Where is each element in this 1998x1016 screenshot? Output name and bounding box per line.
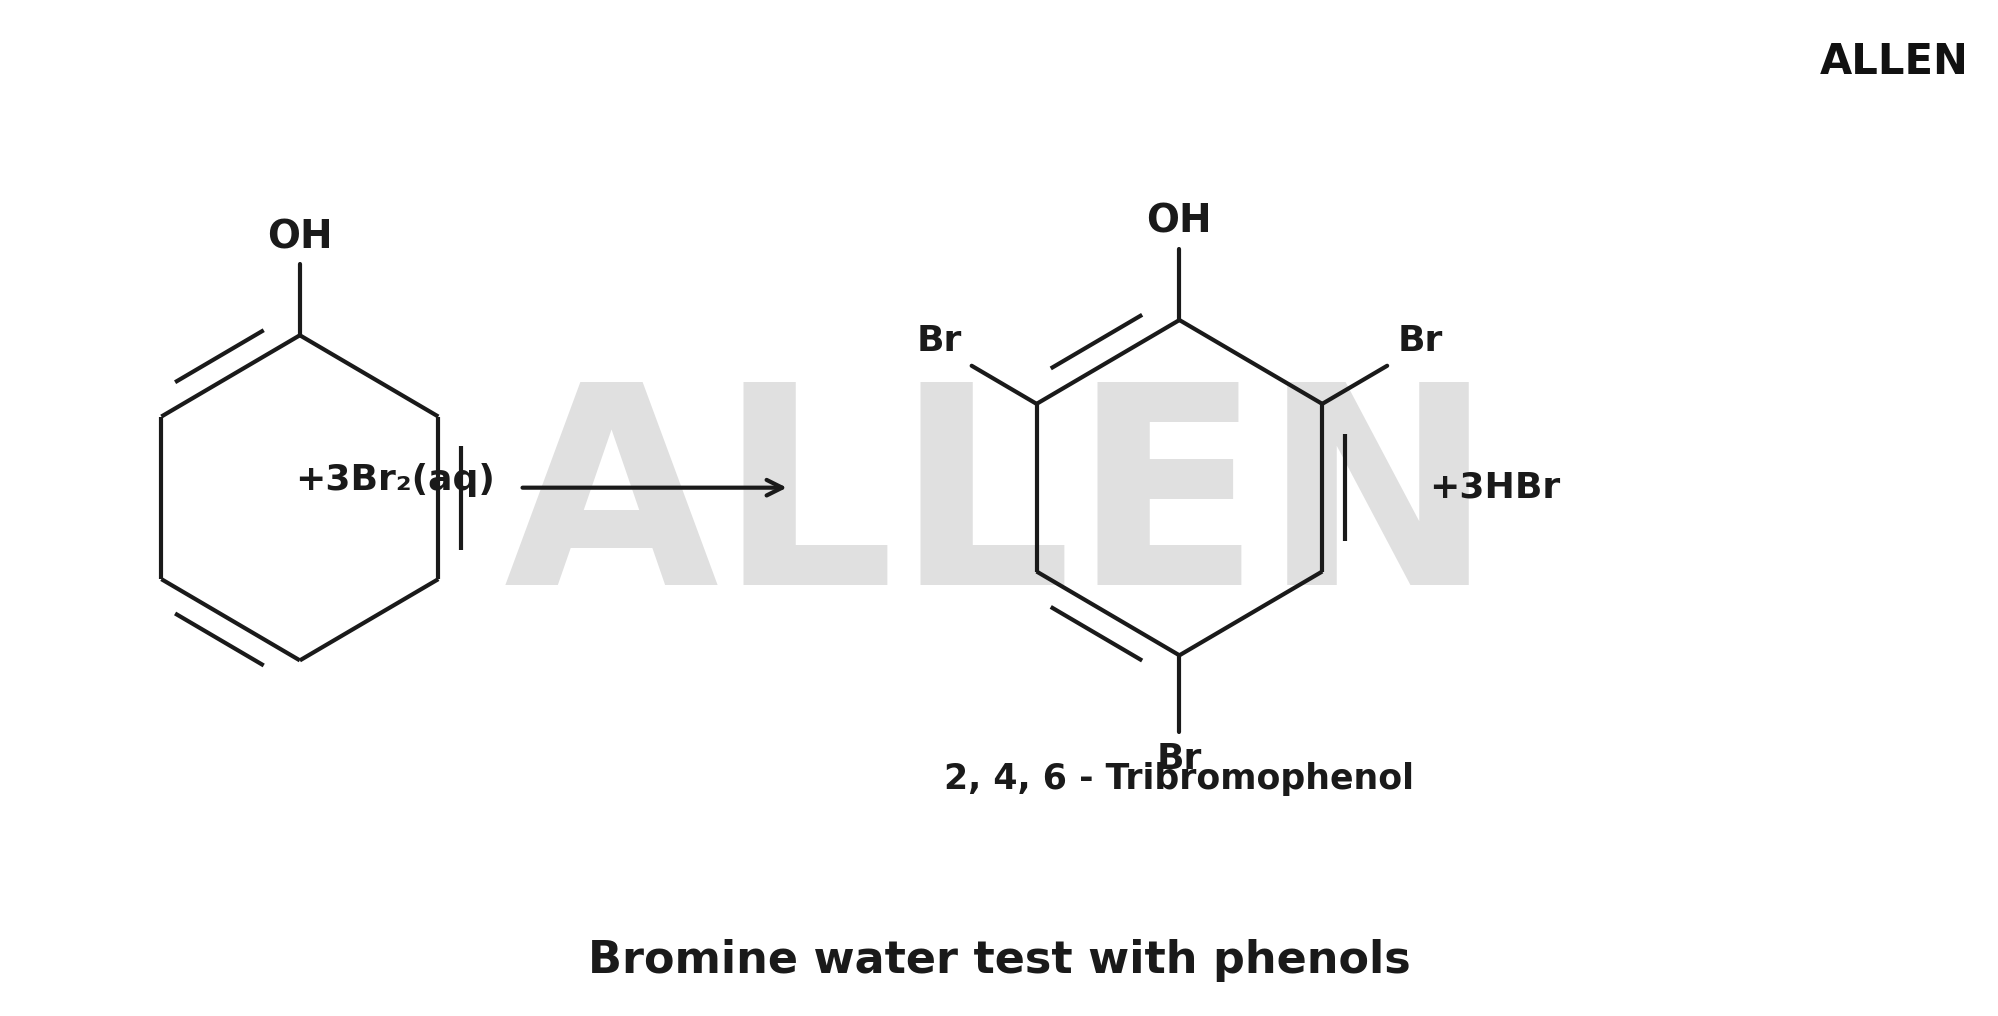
Text: Bromine water test with phenols: Bromine water test with phenols <box>587 939 1411 981</box>
Text: OH: OH <box>268 218 332 256</box>
Text: +3Br₂(aq): +3Br₂(aq) <box>296 462 496 497</box>
Text: ALLEN: ALLEN <box>1820 41 1968 82</box>
Text: Br: Br <box>1397 324 1443 358</box>
Text: OH: OH <box>1147 203 1211 241</box>
Text: 2, 4, 6 - Tribromophenol: 2, 4, 6 - Tribromophenol <box>943 762 1415 796</box>
Text: +3HBr: +3HBr <box>1429 470 1560 505</box>
Text: Br: Br <box>915 324 961 358</box>
Text: Br: Br <box>1157 742 1201 775</box>
Text: ALLEN: ALLEN <box>503 373 1495 643</box>
